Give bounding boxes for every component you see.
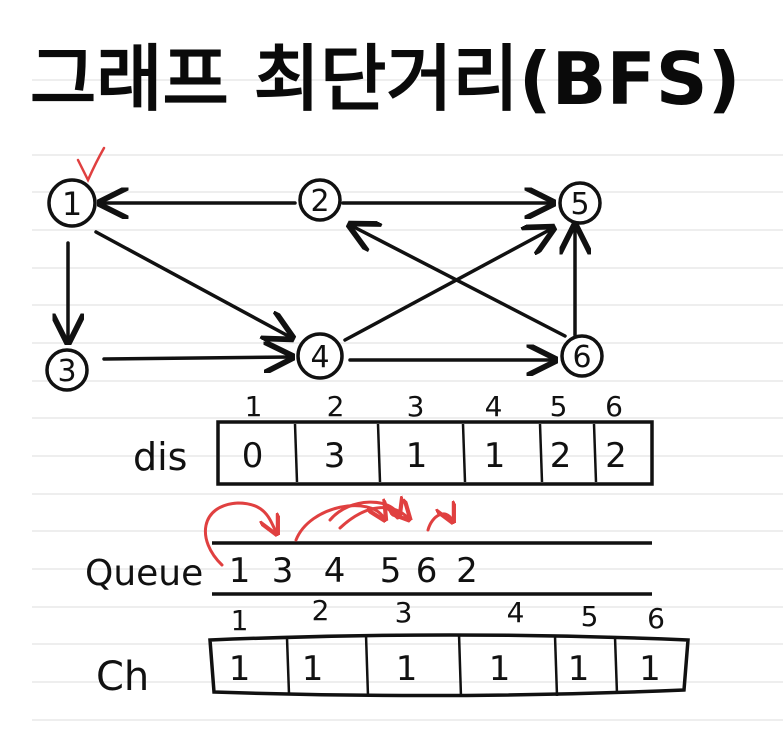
svg-text:1 2 3 4: 1 2 3 4 5 6 [231,594,665,637]
node-label: 4 [310,340,329,375]
node-label: 2 [310,184,329,219]
ch-index: 2 [312,594,330,627]
edge-6-to-2 [350,225,567,338]
graph-node-3: 3 [45,348,89,392]
graph-node-6: 6 [560,334,604,378]
queue-annotation-arrows [204,502,452,567]
graph-node-5: 5 [558,181,602,225]
edge-1-to-4 [94,230,292,338]
ch-index: 4 [507,596,525,629]
graph-node-4: 4 [296,332,344,380]
dis-index: 1 [245,390,263,423]
queue-item: 1 [229,551,251,591]
node-label: 1 [62,185,82,223]
ch-value: 1 [489,649,511,689]
ch-value: 1 [302,649,324,689]
ch-value: 1 [396,649,418,689]
graph-node-2: 2 [298,178,342,222]
queue-item: 5 [380,551,402,591]
node-label: 3 [57,354,76,389]
dis-value: 1 [484,436,506,476]
ch-index: 6 [647,602,665,635]
ch-index: 3 [395,596,413,629]
dis-value: 2 [550,436,572,476]
svg-text:1 3 4 5: 1 3 4 5 6 2 [229,551,478,591]
ch-value: 1 [639,649,661,689]
dis-array: dis 1 2 3 4 5 6 0 3 1 1 2 2 [133,390,654,486]
graph-nodes: 1 2 3 4 5 6 [45,178,604,392]
edge-4-to-5 [343,228,553,342]
ch-array: Ch 1 2 3 4 5 6 1 1 1 1 1 1 [96,594,690,700]
page-title: 그래프 최단거리(BFS) [30,37,740,121]
dis-value: 0 [242,436,264,476]
ch-value: 1 [229,649,251,689]
svg-text:0 3 1 1: 0 3 1 1 2 2 [242,436,627,476]
queue-item: 6 [416,551,438,591]
ch-index: 5 [581,600,599,633]
graph-edges [68,203,575,360]
node-label: 5 [570,187,589,222]
dis-value: 3 [324,436,346,476]
svg-text:1 1 1 1: 1 1 1 1 1 1 [229,649,661,689]
queue-item: 3 [272,551,294,591]
queue-item: 4 [324,551,346,591]
ch-index: 1 [231,604,249,637]
dis-label: dis [133,435,187,479]
queue-section: Queue 1 3 4 5 6 2 [85,502,652,596]
queue-label: Queue [85,553,203,594]
dis-value: 2 [605,436,627,476]
ch-value: 1 [568,649,590,689]
dis-index: 6 [605,390,623,423]
ch-label: Ch [96,654,149,700]
edge-3-to-4 [102,357,292,359]
dis-value: 1 [406,436,428,476]
dis-index: 2 [327,390,345,423]
dis-index: 3 [407,390,425,423]
svg-text:1 2 3 4: 1 2 3 4 5 6 [245,390,623,423]
node-label: 6 [572,340,591,375]
queue-item: 2 [456,551,478,591]
dis-index: 4 [485,390,503,423]
graph-node-1: 1 [47,178,97,228]
visited-check-icon [76,146,106,183]
dis-index: 5 [550,390,568,423]
